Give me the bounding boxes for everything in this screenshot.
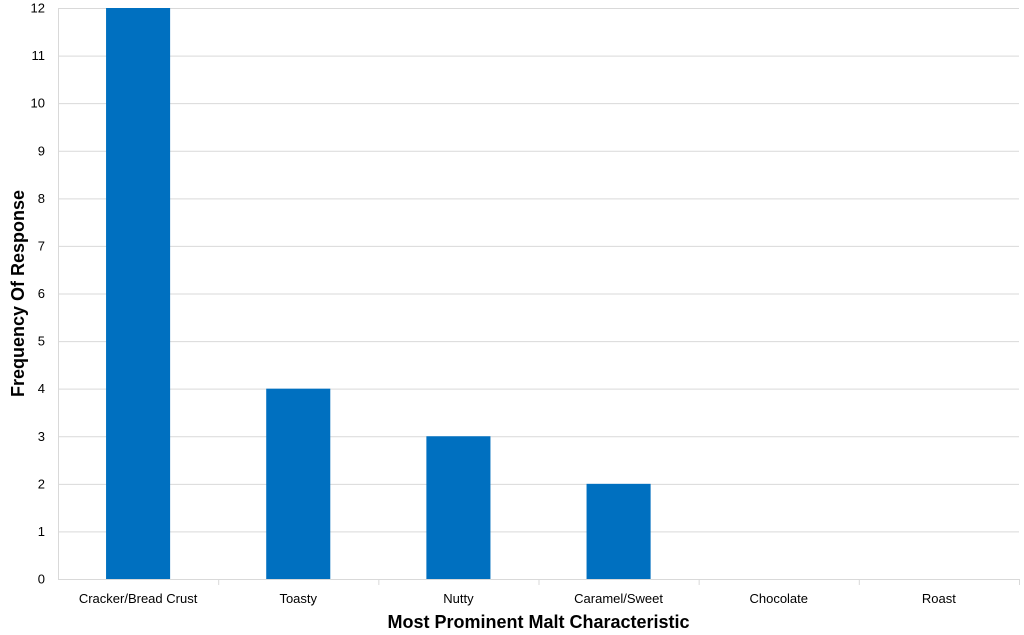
bars xyxy=(106,8,651,579)
bar-nutty xyxy=(426,436,491,579)
y-tick-label-8: 8 xyxy=(38,191,45,206)
bar-toasty xyxy=(266,388,331,579)
y-tick-label-9: 9 xyxy=(38,143,45,158)
x-tick-labels: Cracker/Bread Crust Toasty Nutty Caramel/Sw… xyxy=(79,591,956,606)
y-tick-label-5: 5 xyxy=(38,334,45,349)
y-tick-label-12: 12 xyxy=(31,1,45,16)
y-tick-label-11: 11 xyxy=(32,48,46,63)
y-tick-label-6: 6 xyxy=(38,286,45,301)
x-tick-label-nutty: Nutty xyxy=(443,591,474,606)
x-tick-label-caramel-sweet: Caramel/Sweet xyxy=(574,591,663,606)
y-tick-label-1: 1 xyxy=(38,524,45,539)
y-tick-label-7: 7 xyxy=(38,238,45,253)
x-axis-title: Most Prominent Malt Characteristic xyxy=(387,612,689,632)
axes xyxy=(58,8,1020,585)
gridlines xyxy=(58,8,1019,580)
x-tick-label-toasty: Toasty xyxy=(279,591,317,606)
x-tick-label-roast: Roast xyxy=(922,591,956,606)
y-tick-label-3: 3 xyxy=(38,429,45,444)
bar-cracker-bread-crust xyxy=(106,8,171,579)
y-tick-label-10: 10 xyxy=(31,96,45,111)
bar-caramel-sweet xyxy=(586,483,651,579)
x-tick-label-cracker-bread-crust: Cracker/Bread Crust xyxy=(79,591,198,606)
y-tick-label-2: 2 xyxy=(38,476,45,491)
y-axis-title: Frequency Of Response xyxy=(8,190,28,397)
y-tick-label-0: 0 xyxy=(38,572,45,587)
y-tick-label-4: 4 xyxy=(38,381,45,396)
x-tick-label-chocolate: Chocolate xyxy=(749,591,808,606)
